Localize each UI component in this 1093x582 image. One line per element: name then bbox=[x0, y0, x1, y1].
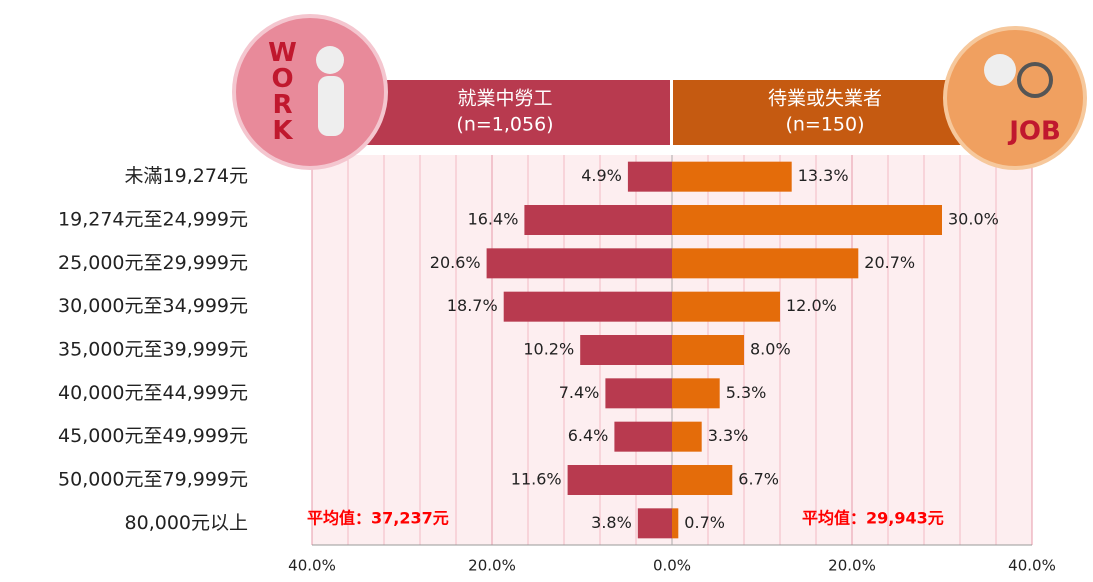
category-label: 30,000元至34,999元 bbox=[58, 295, 248, 317]
bar bbox=[672, 291, 780, 322]
figure-head bbox=[316, 46, 344, 74]
magnifier bbox=[1017, 62, 1053, 98]
category-label: 未滿19,274元 bbox=[125, 165, 248, 187]
value-label: 5.3% bbox=[726, 383, 767, 402]
bar bbox=[672, 161, 792, 192]
left-header-sample: (n=1,056) bbox=[456, 114, 553, 136]
bar bbox=[672, 508, 679, 539]
value-label: 16.4% bbox=[468, 210, 519, 229]
x-tick-label: 40.0% bbox=[288, 557, 336, 575]
x-tick-label: 20.0% bbox=[828, 557, 876, 575]
bar bbox=[486, 248, 672, 279]
value-label: 10.2% bbox=[523, 340, 574, 359]
value-label: 6.7% bbox=[738, 470, 779, 489]
bar bbox=[672, 205, 942, 235]
right-header bbox=[673, 80, 973, 145]
marks: 4.9% 13.3% 16.4% 30.0% 20.6% 20.7% 18.7% 12.0% 1… bbox=[307, 161, 999, 539]
bar bbox=[605, 378, 672, 409]
category-label: 25,000元至29,999元 bbox=[58, 252, 248, 274]
bar bbox=[580, 335, 672, 365]
x-tick-label: 20.0% bbox=[468, 557, 516, 575]
value-label: 20.7% bbox=[864, 253, 915, 272]
value-label: 3.8% bbox=[591, 513, 632, 532]
job-badge bbox=[943, 26, 1087, 170]
value-label: 8.0% bbox=[750, 340, 791, 359]
category-label: 50,000元至79,999元 bbox=[58, 469, 248, 491]
value-label: 3.3% bbox=[708, 426, 749, 445]
work-badge bbox=[232, 14, 388, 170]
value-label: 20.6% bbox=[430, 253, 481, 272]
left-header bbox=[345, 80, 670, 145]
bar bbox=[503, 291, 672, 322]
bar bbox=[672, 248, 859, 279]
right-header-title: 待業或失業者 bbox=[768, 88, 882, 110]
value-label: 18.7% bbox=[447, 296, 498, 315]
value-label: 12.0% bbox=[786, 296, 837, 315]
value-label: 7.4% bbox=[559, 383, 600, 402]
figure-head bbox=[984, 54, 1016, 86]
figure-body bbox=[318, 76, 344, 136]
job-badge-text: JOB bbox=[1007, 117, 1061, 147]
bar bbox=[672, 421, 702, 452]
category-label: 35,000元至39,999元 bbox=[58, 339, 248, 361]
x-tick-label: 40.0% bbox=[1008, 557, 1056, 575]
value-label: 0.7% bbox=[684, 513, 725, 532]
category-label: 19,274元至24,999元 bbox=[58, 209, 248, 231]
x-tick-label: 0.0% bbox=[653, 557, 691, 575]
bar bbox=[524, 205, 672, 235]
category-label: 80,000元以上 bbox=[125, 512, 248, 534]
category-label: 45,000元至49,999元 bbox=[58, 425, 248, 447]
value-label: 6.4% bbox=[568, 426, 609, 445]
bar bbox=[627, 161, 672, 192]
bar bbox=[672, 378, 720, 409]
bar bbox=[637, 508, 672, 539]
value-label: 13.3% bbox=[798, 166, 849, 185]
left-header-title: 就業中勞工 bbox=[457, 88, 552, 110]
bar bbox=[614, 421, 672, 452]
category-label: 40,000元至44,999元 bbox=[58, 382, 248, 404]
value-label: 30.0% bbox=[948, 210, 999, 229]
right-header-sample: (n=150) bbox=[785, 114, 864, 136]
mean-annotation: 平均值：29,943元 bbox=[802, 509, 944, 528]
mean-annotation: 平均值：37,237元 bbox=[307, 509, 449, 528]
bar bbox=[672, 335, 744, 365]
value-label: 11.6% bbox=[511, 470, 562, 489]
value-label: 4.9% bbox=[581, 166, 622, 185]
bar bbox=[672, 465, 733, 495]
work-badge-text: WORK bbox=[268, 38, 298, 142]
bar bbox=[567, 465, 672, 495]
